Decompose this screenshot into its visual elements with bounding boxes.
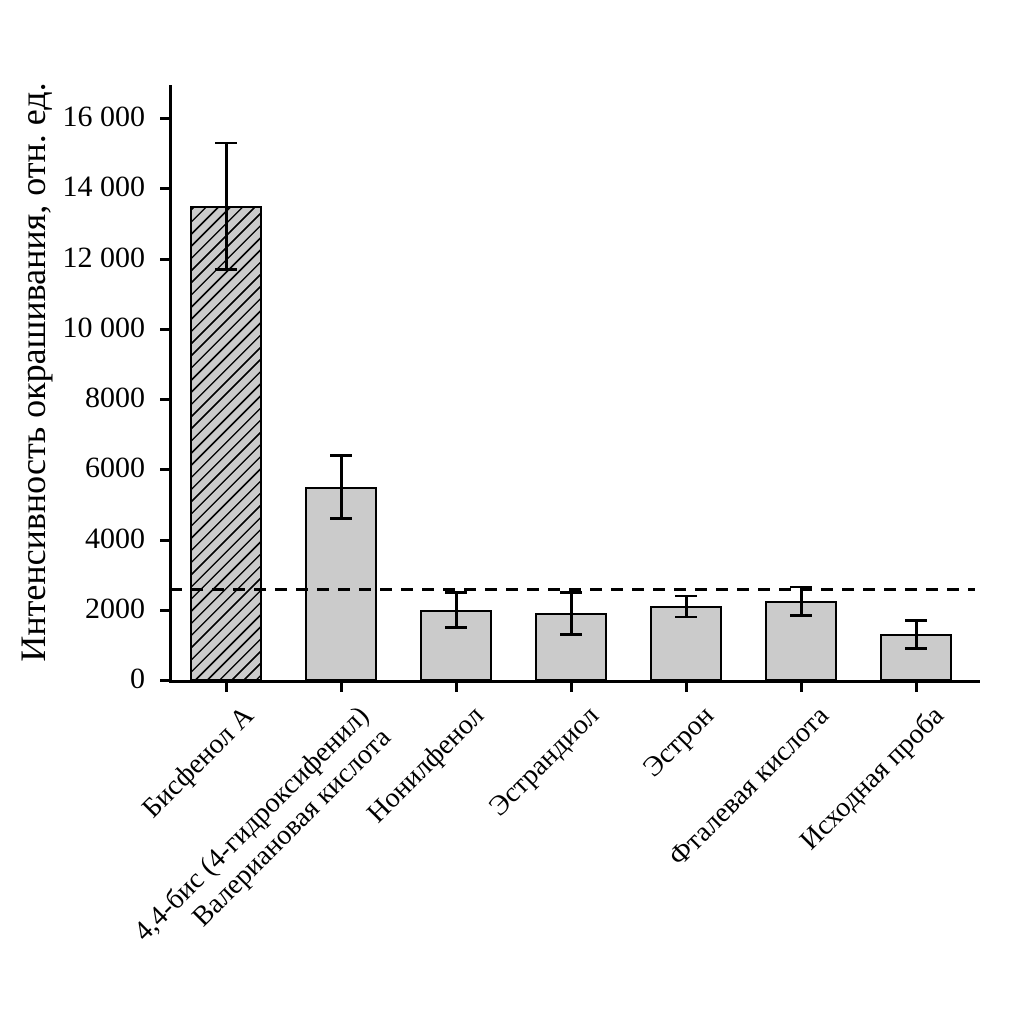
x-axis-tick <box>455 683 458 692</box>
error-bar-cap <box>905 619 927 622</box>
error-bar-cap <box>445 626 467 629</box>
y-tick-label: 14 000 <box>62 170 146 204</box>
error-bar-line <box>225 142 228 270</box>
y-axis-tick <box>160 538 169 542</box>
y-axis <box>169 85 172 683</box>
error-bar-line <box>800 586 803 615</box>
error-bar-cap <box>330 454 352 457</box>
x-axis-tick <box>340 683 343 692</box>
error-bar-cap <box>790 614 812 617</box>
x-axis-tick <box>915 683 918 692</box>
y-axis-tick <box>160 468 169 472</box>
x-axis-tick <box>685 683 688 692</box>
error-bar-cap <box>675 615 697 619</box>
error-bar-cap <box>905 647 927 650</box>
y-axis-tick <box>160 398 169 401</box>
bar <box>190 205 262 681</box>
y-axis-tick <box>160 679 169 682</box>
y-axis-title: Интенсивность окрашивания, отн. ед. <box>13 82 53 662</box>
error-bar-cap <box>675 594 697 598</box>
error-bar-line <box>455 592 458 628</box>
y-tick-label: 0 <box>130 662 145 695</box>
error-bar-line <box>340 455 343 519</box>
y-axis-tick <box>160 257 169 261</box>
error-bar-cap <box>560 633 582 636</box>
y-axis-tick <box>160 117 169 120</box>
x-axis <box>169 680 980 683</box>
y-tick-label: 10 000 <box>62 310 146 344</box>
error-bar-cap <box>560 591 582 594</box>
error-bar-cap <box>330 517 352 520</box>
x-axis-tick <box>225 683 228 692</box>
error-bar-cap <box>445 591 467 594</box>
y-axis-tick <box>160 187 169 191</box>
y-tick-label: 8000 <box>85 381 145 414</box>
error-bar-line <box>570 592 573 635</box>
threshold-line <box>170 587 975 591</box>
y-axis-tick <box>160 608 169 612</box>
y-tick-label: 6000 <box>85 451 145 485</box>
error-bar-cap <box>215 141 237 145</box>
y-tick-label: 12 000 <box>62 240 146 274</box>
y-axis-tick <box>160 327 169 331</box>
error-bar-line <box>685 595 688 617</box>
error-bar-cap <box>790 585 812 589</box>
y-tick-label: 2000 <box>85 591 145 625</box>
error-bar-line <box>915 620 918 649</box>
y-tick-label: 4000 <box>85 521 145 555</box>
y-tick-label: 16 000 <box>62 100 146 133</box>
x-axis-tick <box>800 683 803 692</box>
x-axis-tick <box>570 683 573 692</box>
error-bar-cap <box>215 268 237 271</box>
